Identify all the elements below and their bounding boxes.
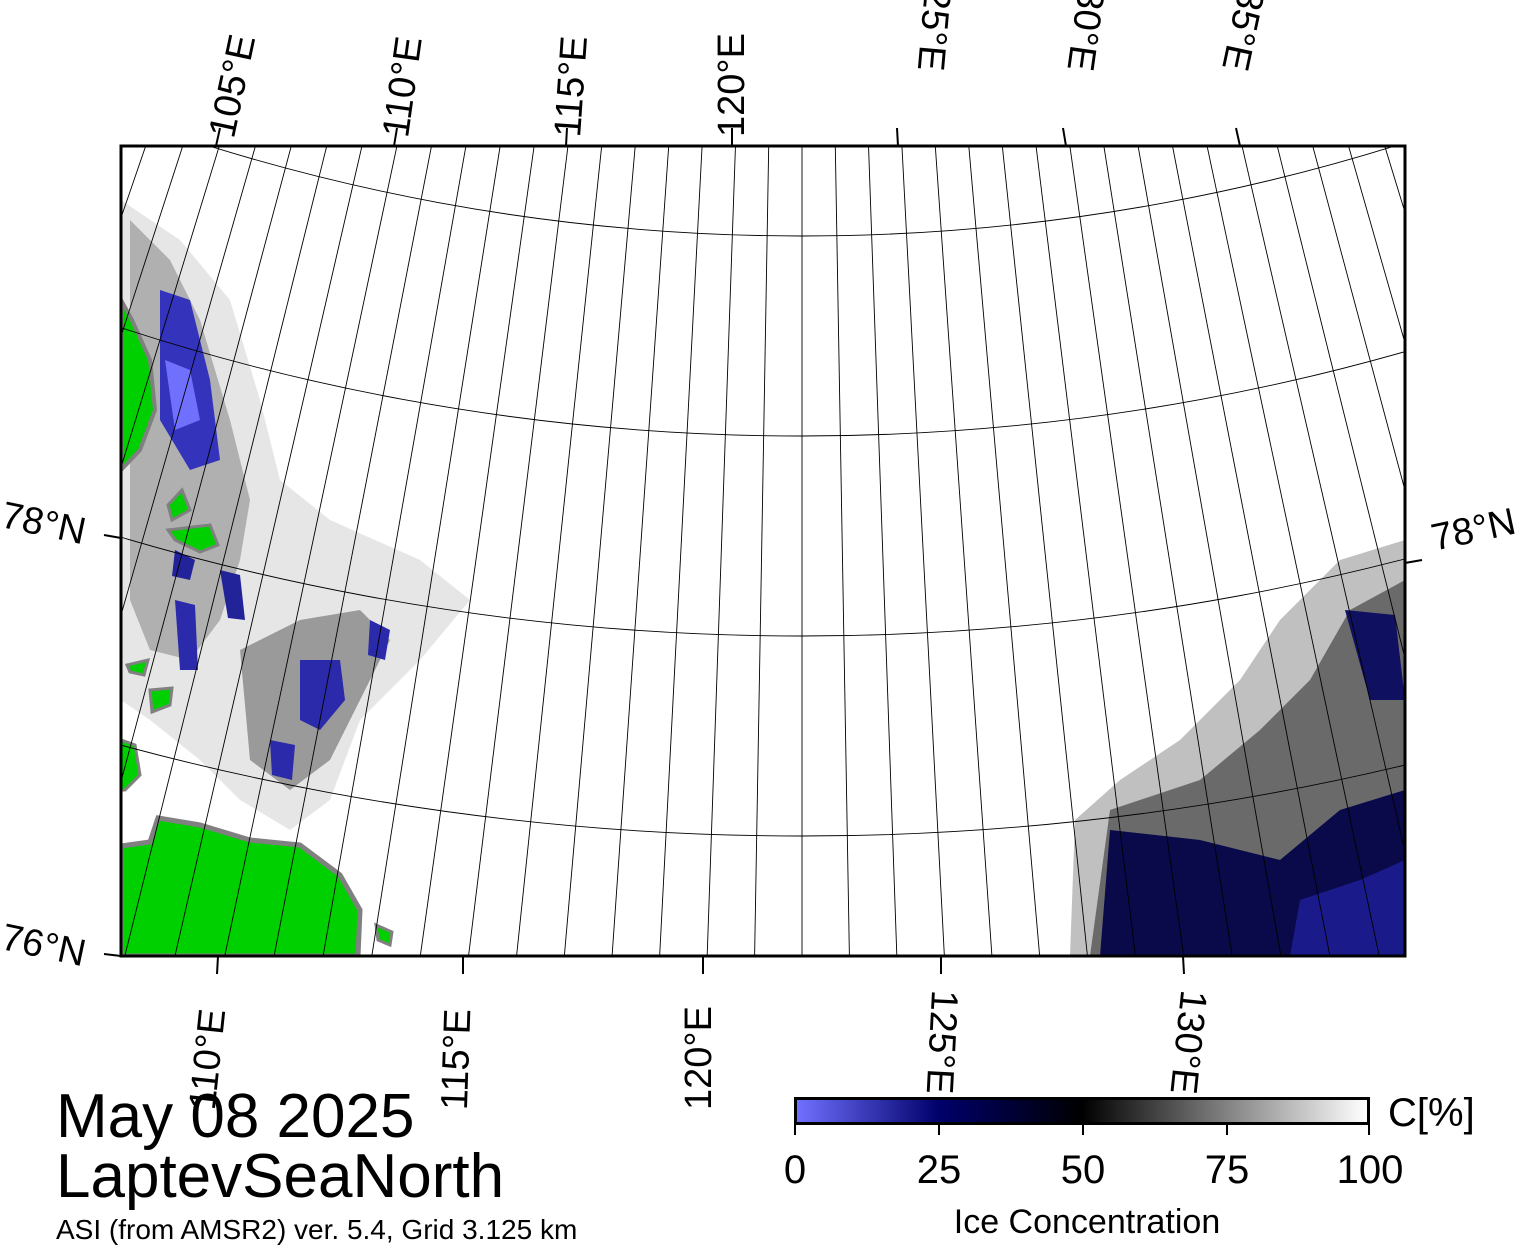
colorbar-title: Ice Concentration [953,1203,1221,1241]
colorbar-tick [1226,1125,1228,1135]
bottom-lon-label-120: 120°E [678,1006,720,1110]
meridian-line [1172,146,1331,956]
meridian-line [516,146,603,956]
meridian-line [273,146,432,956]
frame-ticks [103,127,1423,975]
bottom-lon-label-115: 115°E [433,1008,480,1111]
map-region-title: LaptevSeaNorth [56,1142,505,1211]
meridian-line [1241,146,1405,854]
colorbar-label-50: 50 [1060,1148,1106,1192]
meridian-line [968,146,1041,956]
colorbar-tick [794,1125,796,1135]
colorbar-label-75: 75 [1204,1148,1250,1192]
meridian-line [0,0,111,889]
meridian-line [659,146,703,956]
colorbar-label-25: 25 [916,1148,962,1192]
meridian-line [1001,146,1088,956]
top-lon-label-120: 120°E [711,33,753,137]
colorbar-label-100: 100 [1336,1148,1404,1192]
meridian-line [371,146,501,956]
meridian-line [0,0,138,909]
map-frame [119,144,1407,958]
top-lon-label-115: 115°E [547,34,597,139]
meridian-line [0,0,30,824]
meridian-line [901,146,945,956]
meridian-line [934,146,993,956]
meridian-line [1439,0,1528,929]
meridian-line [322,146,467,956]
colorbar-tick [938,1125,940,1135]
meridian-line [0,0,57,846]
meridian-line [868,146,898,956]
colorbar-label-0: 0 [783,1148,807,1192]
meridian-line [419,146,535,956]
graticule [0,0,1528,956]
meridian-line [563,146,636,956]
colorbar-tick [1368,1125,1370,1135]
meridian-line [1103,146,1233,956]
map-date-title: May 08 2025 [56,1082,415,1151]
top-lon-label-125: 125°E [908,0,960,73]
meridian-line [706,146,736,956]
colorbar-gradient [797,1100,1367,1122]
meridian-line [1137,146,1282,956]
meridian-line [1069,146,1185,956]
colorbar-tick [1082,1125,1084,1135]
land [121,299,394,956]
meridian-line [1312,146,1405,493]
meridian-line [0,0,84,868]
bottom-lon-label-125: 125°E [917,989,966,1096]
meridian-line [121,146,220,470]
meridian-line [1521,0,1528,868]
meridian-line [174,146,363,956]
meridian-line [1494,0,1528,889]
west-ice-field [121,200,470,830]
meridian-line [1276,146,1405,661]
meridian-line [611,146,670,956]
meridian-line [121,146,256,617]
meridian-line [1206,146,1380,956]
colorbar-unit: C[%] [1388,1091,1475,1135]
meridian-line [1411,0,1528,947]
meridian-line [224,146,398,956]
meridian-line [1035,146,1136,956]
meridian-line [121,146,292,784]
meridian-line [124,146,328,956]
meridian-line [468,146,569,956]
map-area [0,0,1528,956]
meridian-line [0,0,4,801]
map-subtitle: ASI (from AMSR2) ver. 5.4, Grid 3.125 km [56,1214,578,1245]
meridian-line [754,146,770,956]
colorbar [794,1097,1370,1125]
meridian-line [1466,0,1528,909]
meridian-line [834,146,850,956]
